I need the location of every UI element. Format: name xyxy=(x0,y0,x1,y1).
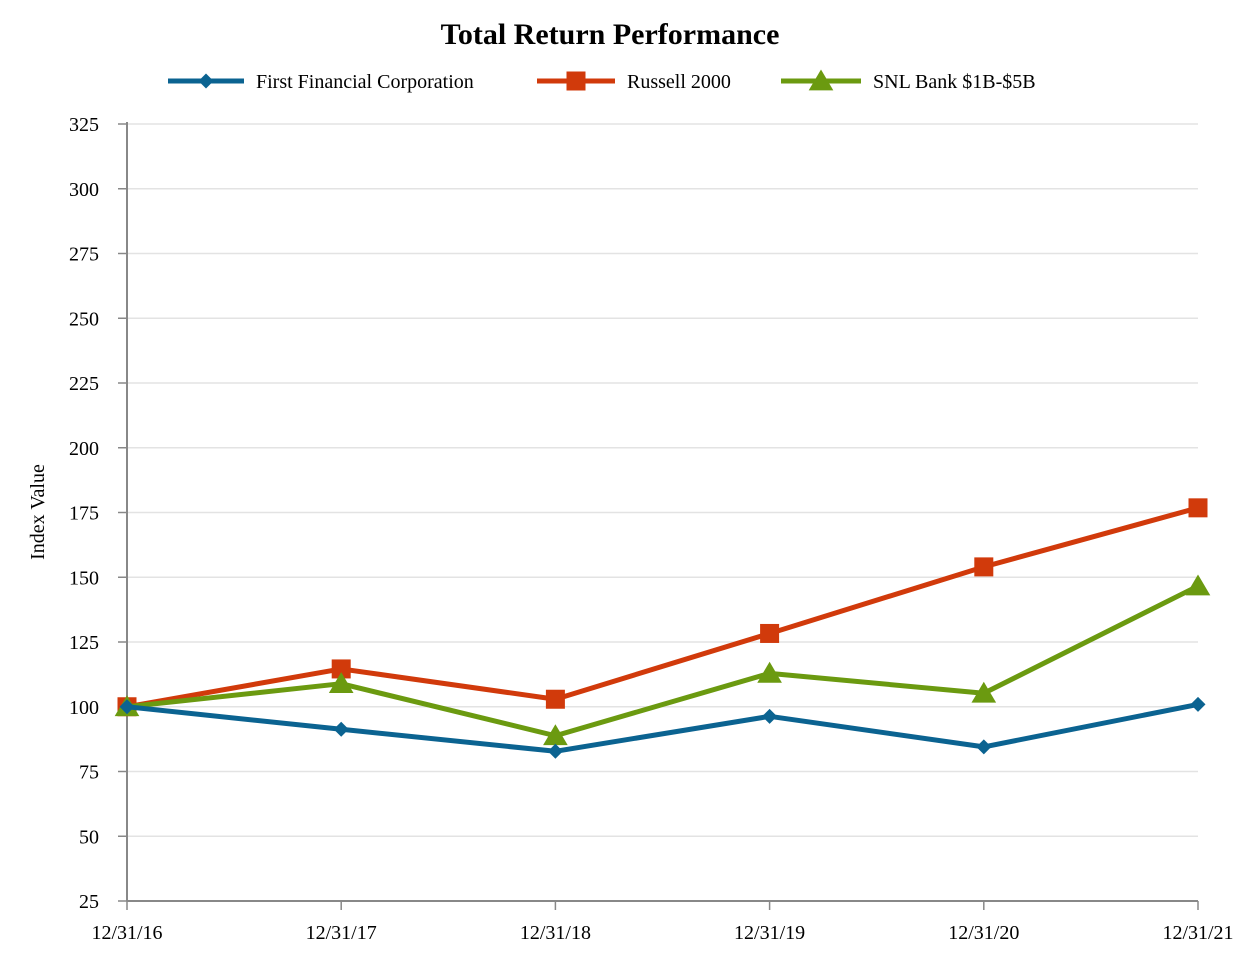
series-line xyxy=(126,701,1199,754)
data-point-square xyxy=(566,71,586,91)
data-point-diamond xyxy=(976,739,992,755)
series-lines xyxy=(114,498,1211,759)
y-tick-label: 150 xyxy=(69,567,99,589)
data-point-triangle xyxy=(757,661,782,683)
data-point-diamond xyxy=(547,743,563,759)
y-tick-label: 275 xyxy=(69,244,99,266)
series-line xyxy=(126,583,1200,739)
y-tick-label: 200 xyxy=(69,438,99,460)
y-tick-label: 50 xyxy=(79,826,99,848)
legend-label: Russell 2000 xyxy=(627,71,731,93)
y-tick-label: 300 xyxy=(69,179,99,201)
y-tick-label: 175 xyxy=(69,503,99,525)
y-tick-label: 250 xyxy=(69,308,99,330)
data-point-square xyxy=(545,689,565,709)
data-point-square xyxy=(331,659,351,679)
data-point-triangle xyxy=(543,724,568,746)
data-point-diamond xyxy=(1190,696,1206,712)
y-tick-label: 225 xyxy=(69,373,99,395)
data-point-diamond xyxy=(333,721,349,737)
data-point-triangle xyxy=(808,69,834,91)
data-point-triangle xyxy=(971,681,997,703)
x-tick-label: 12/31/16 xyxy=(91,922,162,944)
axes: 25 50 75 100 125 150 175 200 225 250 275 300 325 12/3… xyxy=(69,114,1234,944)
x-tick-label: 12/31/19 xyxy=(734,922,805,944)
legend-item: SNL Bank $1B-$5B xyxy=(781,69,1036,93)
x-tick-label: 12/31/17 xyxy=(306,922,377,944)
y-tick-label: 325 xyxy=(69,114,99,136)
data-point-square xyxy=(1188,498,1208,518)
data-point-triangle xyxy=(1185,574,1211,596)
y-tick-label: 125 xyxy=(69,632,99,654)
legend: First Financial Corporation Russell 2000 S… xyxy=(168,69,1036,93)
data-point-square xyxy=(974,557,994,577)
data-point-diamond xyxy=(119,699,135,715)
legend-label: First Financial Corporation xyxy=(256,71,474,93)
series-square xyxy=(117,498,1208,717)
data-point-diamond xyxy=(762,708,778,724)
data-point-square xyxy=(760,623,780,643)
series-diamond xyxy=(119,696,1206,759)
x-tick-label: 12/31/18 xyxy=(520,922,591,944)
chart-title: Total Return Performance xyxy=(441,18,780,51)
data-point-triangle xyxy=(328,672,354,694)
x-tick-label: 12/31/21 xyxy=(1162,922,1233,944)
gridlines xyxy=(127,123,1198,837)
legend-item: Russell 2000 xyxy=(537,71,731,93)
data-point-diamond xyxy=(198,73,214,89)
legend-label: SNL Bank $1B-$5B xyxy=(873,71,1036,93)
legend-item: First Financial Corporation xyxy=(168,71,474,93)
series-line xyxy=(126,505,1199,710)
x-tick-label: 12/31/20 xyxy=(948,922,1019,944)
y-tick-label: 25 xyxy=(79,891,99,913)
y-tick-label: 100 xyxy=(69,697,99,719)
y-axis-label: Index Value xyxy=(27,464,49,560)
series-triangle xyxy=(114,574,1211,746)
y-tick-label: 75 xyxy=(79,762,99,784)
